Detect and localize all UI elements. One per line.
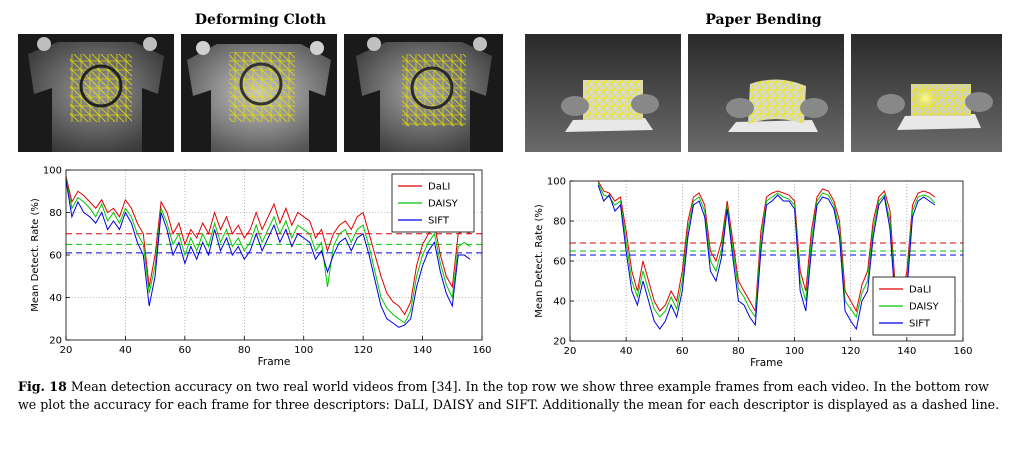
x-tick-label: 100 (294, 345, 313, 356)
x-axis-label: Frame (258, 356, 291, 368)
y-tick-label: 40 (49, 293, 62, 304)
panel-title-paper: Paper Bending (705, 12, 822, 28)
cloth-frame-1 (18, 34, 174, 152)
cloth-frame-2 (181, 34, 337, 152)
x-tick-label: 20 (60, 345, 73, 356)
x-tick-label: 100 (785, 346, 804, 357)
x-tick-label: 140 (897, 346, 916, 357)
y-tick-label: 80 (553, 217, 566, 228)
legend: DaLI DAISY SIFT (391, 173, 475, 233)
x-tick-label: 40 (620, 346, 633, 357)
x-tick-label: 80 (732, 346, 745, 357)
chart-deforming-cloth: 20 40 60 80 100 120 140 160 20 40 60 80 100 Frame Mean… (18, 155, 508, 374)
series-line-sift (65, 180, 471, 328)
y-tick-label: 100 (547, 177, 566, 188)
x-tick-label: 120 (841, 346, 860, 357)
paper-frame-1 (525, 34, 681, 152)
figure-caption: Fig. 18 Mean detection accuracy on two r… (18, 378, 1003, 413)
caption-label: Fig. 18 (18, 379, 67, 394)
x-tick-label: 120 (354, 345, 373, 356)
paper-frame-3 (851, 34, 1002, 152)
legend-label-sift: SIFT (428, 216, 450, 227)
cloth-frame-3 (344, 34, 503, 152)
paper-frame-2 (688, 34, 844, 152)
x-tick-label: 160 (472, 345, 491, 356)
legend-label-dali: DaLI (428, 182, 450, 193)
series-line-daisy (65, 178, 471, 324)
x-tick-label: 20 (564, 346, 577, 357)
y-tick-label: 20 (553, 337, 566, 348)
series-line-dali (597, 180, 936, 313)
x-tick-label: 60 (676, 346, 689, 357)
x-tick-label: 160 (953, 346, 972, 357)
y-tick-label: 20 (49, 336, 62, 347)
y-tick-label: 40 (553, 297, 566, 308)
panel-title-cloth: Deforming Cloth (194, 12, 327, 28)
grid (66, 170, 482, 340)
legend: DaLI DAISY SIFT (872, 276, 956, 336)
legend-label-daisy: DAISY (909, 302, 940, 313)
x-tick-label: 60 (178, 345, 191, 356)
x-tick-label: 80 (238, 345, 251, 356)
y-tick-label: 60 (553, 257, 566, 268)
series-line-dali (65, 176, 471, 316)
y-axis-label: Mean Detect. Rate (%) (534, 204, 545, 318)
legend-label-daisy: DAISY (428, 199, 459, 210)
series-line-daisy (597, 182, 936, 319)
y-axis-label: Mean Detect. Rate (%) (30, 198, 41, 312)
y-tick-label: 100 (43, 166, 62, 177)
series-line-sift (597, 184, 936, 331)
legend-label-sift: SIFT (909, 319, 931, 330)
y-tick-label: 80 (49, 208, 62, 219)
legend-label-dali: DaLI (909, 285, 931, 296)
chart-paper-bending: 20 40 60 80 100 120 140 160 20 40 60 80 100 Frame Mean… (525, 155, 1002, 374)
x-axis-label: Frame (750, 357, 783, 369)
caption-text: Mean detection accuracy on two real worl… (18, 379, 1000, 412)
x-tick-label: 140 (413, 345, 432, 356)
x-tick-label: 40 (119, 345, 132, 356)
y-tick-label: 60 (49, 251, 62, 262)
